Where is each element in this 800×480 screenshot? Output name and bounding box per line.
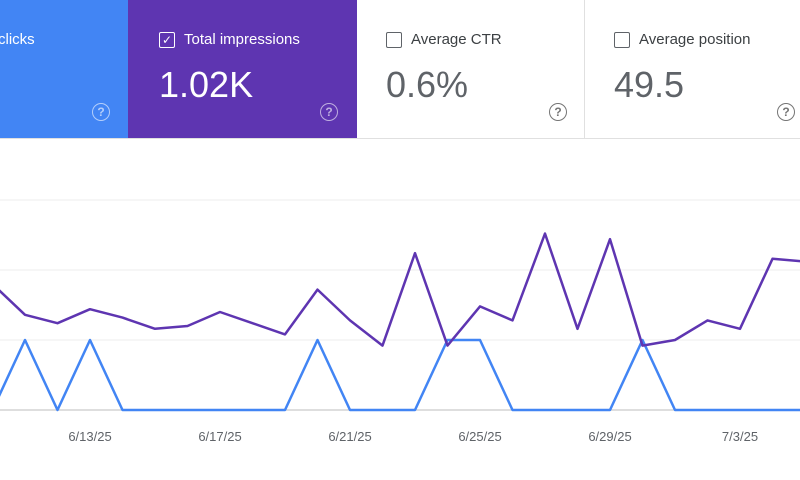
checkbox-checked-icon[interactable]: ✓ bbox=[159, 31, 175, 48]
card-value: 1.02K bbox=[159, 64, 254, 105]
help-icon[interactable]: ? bbox=[777, 103, 795, 121]
average-position-card[interactable]: Average position 49.5 ? bbox=[585, 0, 800, 138]
help-icon[interactable]: ? bbox=[92, 103, 110, 121]
card-label: Average CTR bbox=[411, 31, 502, 48]
card-value: 0.6% bbox=[386, 64, 469, 105]
help-icon[interactable]: ? bbox=[320, 103, 338, 121]
checkbox-icon[interactable] bbox=[614, 31, 630, 48]
checkbox-icon[interactable] bbox=[386, 31, 402, 48]
average-ctr-card[interactable]: Average CTR 0.6% ? bbox=[357, 0, 585, 138]
x-tick-label: 6/29/25 bbox=[588, 429, 632, 444]
card-label: Average position bbox=[639, 31, 751, 48]
metric-cards: clicks ? ✓ Total impressions 1.02K ? Aver… bbox=[0, 0, 800, 139]
help-icon[interactable]: ? bbox=[549, 103, 567, 121]
clicks-series-line bbox=[0, 338, 800, 412]
performance-chart bbox=[0, 199, 800, 412]
total-impressions-card[interactable]: ✓ Total impressions 1.02K ? bbox=[128, 0, 357, 138]
card-value: 49.5 bbox=[614, 64, 685, 105]
x-tick-label: 6/25/25 bbox=[458, 429, 502, 444]
x-tick-label: 6/17/25 bbox=[198, 429, 242, 444]
x-tick-label: 7/3/25 bbox=[721, 429, 759, 444]
card-label: clicks bbox=[0, 31, 35, 48]
total-clicks-card[interactable]: clicks ? bbox=[0, 0, 128, 138]
impressions-series-line bbox=[0, 232, 800, 347]
x-tick-label: 6/21/25 bbox=[328, 429, 372, 444]
card-label: Total impressions bbox=[184, 31, 300, 48]
x-tick-label: 6/13/25 bbox=[68, 429, 112, 444]
